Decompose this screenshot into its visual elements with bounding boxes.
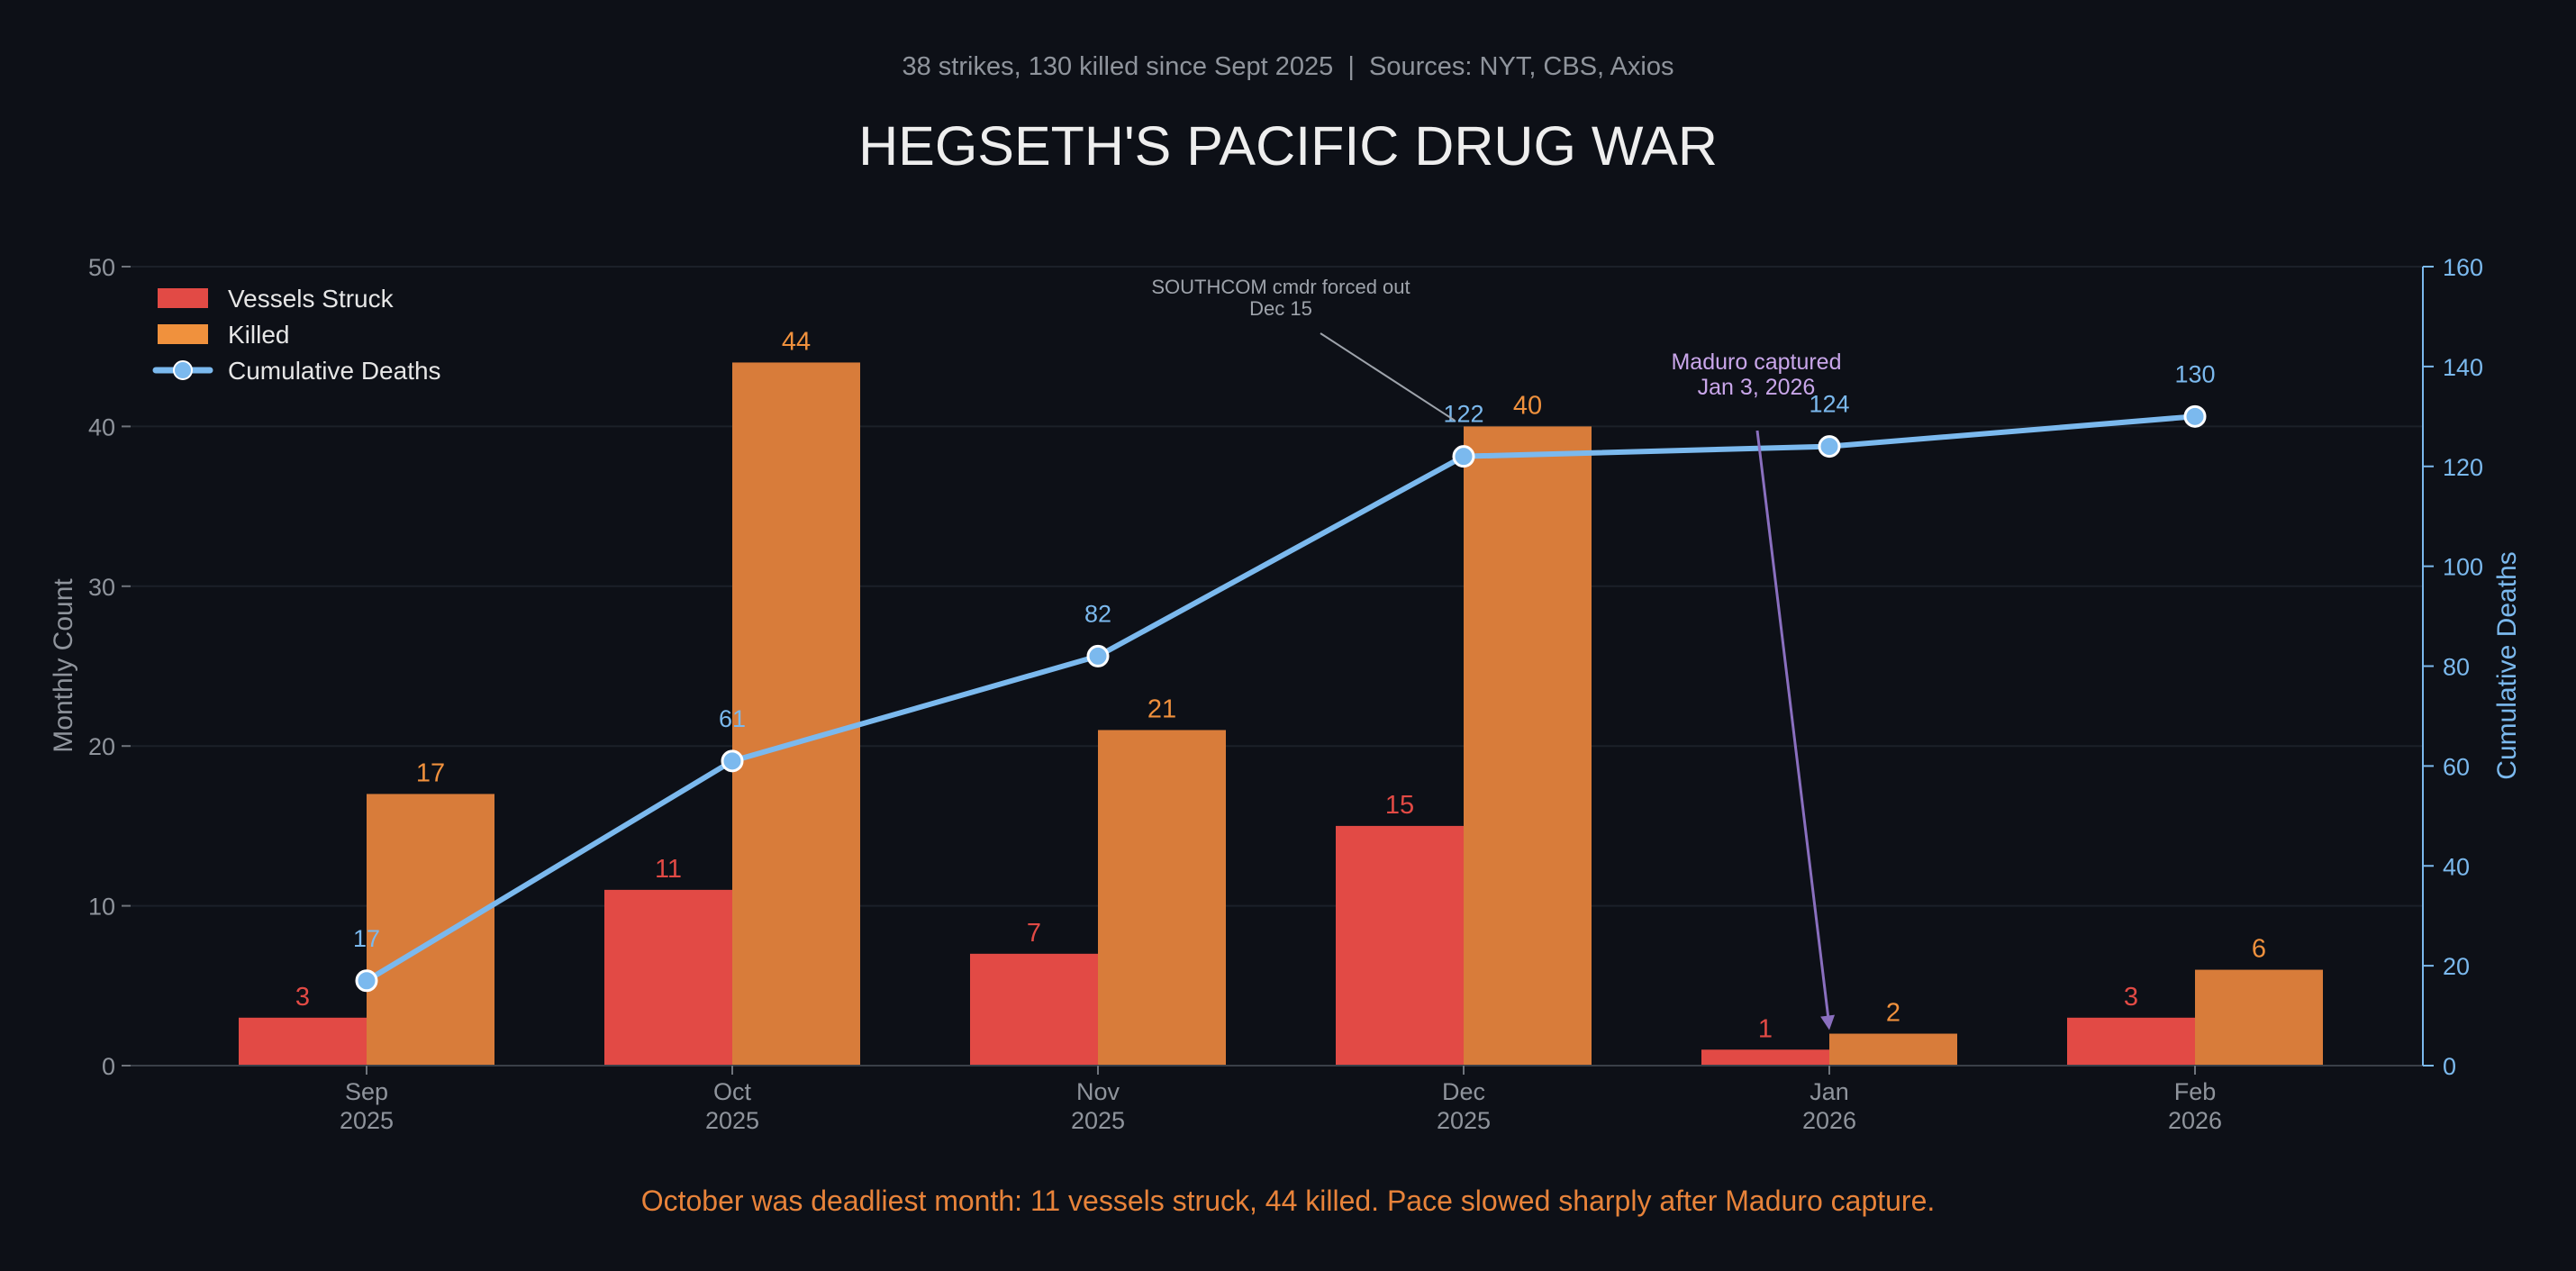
legend-swatch-killed	[158, 324, 208, 344]
bar-killed	[732, 362, 860, 1066]
data-labels: 3 17 11 44 7 21 15 40 1 2 3 6 17 61 82 122 124 130	[295, 327, 2266, 1043]
x-tick-label-month: Jan	[1810, 1078, 1849, 1105]
y-tick-label-right: 0	[2443, 1053, 2456, 1080]
point-cumulative-deaths	[1818, 435, 1841, 458]
x-tick-label-year: 2025	[705, 1107, 759, 1134]
point-cumulative-deaths	[2183, 404, 2207, 428]
data-label-cumulative-deaths: 82	[1084, 600, 1111, 627]
data-label-vessels-struck: 15	[1385, 791, 1414, 820]
y-tick-label-right: 120	[2443, 454, 2483, 481]
legend-swatch-vessels	[158, 288, 208, 308]
annotation-maduro-text: Jan 3, 2026	[1698, 375, 1816, 400]
y-tick-label-left: 20	[88, 733, 115, 760]
y-tick-label-right: 160	[2443, 254, 2483, 281]
bar-vessels-struck	[1701, 1049, 1829, 1066]
data-label-killed: 17	[416, 758, 445, 787]
annotation-southcom-text: SOUTHCOM cmdr forced out	[1151, 276, 1410, 298]
legend-label-killed: Killed	[228, 321, 289, 349]
x-tick-label-year: 2025	[1437, 1107, 1491, 1134]
data-label-killed: 2	[1886, 999, 1900, 1028]
x-tick-label-month: Sep	[345, 1078, 388, 1105]
y-tick-label-right: 20	[2443, 953, 2470, 980]
data-label-cumulative-deaths: 122	[1443, 401, 1483, 428]
y-tick-label-left: 30	[88, 574, 115, 601]
data-label-cumulative-deaths: 124	[1809, 391, 1849, 418]
bar-killed	[367, 794, 494, 1066]
legend: Vessels Struck Killed Cumulative Deaths	[152, 285, 441, 385]
bar-vessels-struck	[970, 953, 1098, 1066]
data-label-cumulative-deaths: 17	[353, 925, 380, 952]
bar-vessels-struck	[1336, 825, 1464, 1066]
chart-subtitle: 38 strikes, 130 killed since Sept 2025 |…	[902, 52, 1673, 81]
data-label-killed: 21	[1147, 695, 1176, 723]
x-tick-label-year: 2025	[340, 1107, 394, 1134]
x-tick-label-year: 2026	[2168, 1107, 2222, 1134]
bar-killed	[1464, 426, 1592, 1066]
data-label-vessels-struck: 7	[1027, 919, 1041, 948]
annotation-maduro-arrowhead	[1820, 1014, 1836, 1030]
bar-vessels-struck	[604, 889, 732, 1066]
x-tick-label-month: Dec	[1442, 1078, 1485, 1105]
y-tick-label-right: 100	[2443, 554, 2483, 581]
y-tick-label-right: 140	[2443, 354, 2483, 381]
bars	[239, 362, 2323, 1066]
point-cumulative-deaths	[355, 969, 378, 993]
annotation-southcom-line	[1320, 332, 1456, 422]
legend-label-vessels: Vessels Struck	[228, 285, 395, 313]
data-label-cumulative-deaths: 130	[2174, 360, 2215, 387]
data-label-killed: 40	[1513, 391, 1542, 420]
y-tick-label-left: 50	[88, 254, 115, 281]
data-label-cumulative-deaths: 61	[719, 705, 746, 732]
data-label-killed: 44	[782, 327, 811, 356]
annotation-southcom-text: Dec 15	[1249, 297, 1312, 320]
y-tick-label-right: 80	[2443, 654, 2470, 681]
x-tick-label-month: Nov	[1076, 1078, 1120, 1105]
point-cumulative-deaths	[1086, 644, 1110, 667]
x-tick-label-year: 2025	[1071, 1107, 1125, 1134]
annotation-maduro-arrow	[1755, 430, 1831, 1027]
cumulative-line-group	[355, 404, 2207, 993]
line-cumulative-deaths	[364, 413, 2198, 984]
legend-label-cumulative: Cumulative Deaths	[228, 357, 441, 385]
x-tick-label-month: Oct	[713, 1078, 752, 1105]
bar-killed	[1098, 730, 1226, 1066]
data-label-vessels-struck: 3	[295, 983, 310, 1012]
point-cumulative-deaths	[721, 749, 744, 773]
y-tick-label-left: 40	[88, 413, 115, 440]
data-label-vessels-struck: 11	[655, 855, 682, 884]
data-label-vessels-struck: 1	[1758, 1014, 1773, 1043]
chart-title: HEGSETH'S PACIFIC DRUG WAR	[858, 115, 1718, 177]
data-label-vessels-struck: 3	[2124, 983, 2138, 1012]
y-tick-label-left: 10	[88, 894, 115, 921]
x-tick-label-year: 2026	[1802, 1107, 1856, 1134]
legend-swatch-cumulative-marker	[173, 360, 193, 380]
y-axis-label-left: Monthly Count	[49, 578, 78, 753]
y-tick-label-right: 60	[2443, 753, 2470, 780]
bar-killed	[2195, 969, 2323, 1066]
point-cumulative-deaths	[1452, 445, 1475, 468]
bar-killed	[1829, 1033, 1957, 1066]
bar-vessels-struck	[2067, 1017, 2195, 1066]
chart-footnote: October was deadliest month: 11 vessels …	[641, 1185, 1936, 1217]
x-tick-label-month: Feb	[2174, 1078, 2217, 1105]
bar-vessels-struck	[239, 1017, 367, 1066]
y-tick-label-left: 0	[102, 1053, 115, 1080]
annotation-maduro-text: Maduro captured	[1671, 350, 1841, 375]
y-tick-label-right: 40	[2443, 853, 2470, 880]
axes: 01020304050020406080100120140160Sep2025O…	[88, 254, 2483, 1134]
y-axis-label-right: Cumulative Deaths	[2492, 551, 2522, 779]
data-label-killed: 6	[2252, 935, 2266, 964]
